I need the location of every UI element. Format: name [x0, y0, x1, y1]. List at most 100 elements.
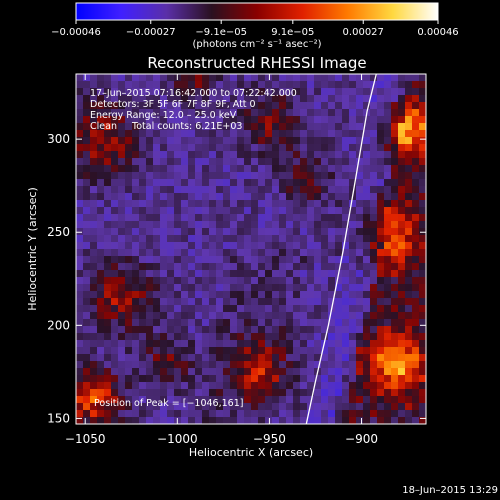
heatmap-cell [181, 214, 189, 222]
heatmap-cell [76, 396, 84, 404]
heatmap-cell [279, 214, 287, 222]
heatmap-cell [83, 179, 91, 187]
heatmap-cell [363, 172, 371, 180]
heatmap-cell [174, 102, 182, 110]
heatmap-cell [118, 186, 126, 194]
heatmap-cell [251, 368, 259, 376]
heatmap-cell [272, 228, 280, 236]
heatmap-cell [160, 417, 168, 424]
heatmap-cell [258, 165, 266, 173]
heatmap-cell [216, 333, 224, 341]
heatmap-cell [146, 116, 154, 124]
heatmap-cell [377, 256, 385, 264]
heatmap-cell [293, 270, 301, 278]
heatmap-cell [209, 221, 217, 229]
heatmap-cell [202, 123, 210, 131]
heatmap-cell [111, 375, 119, 383]
heatmap-cell [300, 109, 308, 117]
heatmap-cell [377, 221, 385, 229]
heatmap-cell [279, 158, 287, 166]
heatmap-cell [139, 326, 147, 334]
heatmap-cell [314, 158, 322, 166]
heatmap-cell [174, 347, 182, 355]
heatmap-cell [398, 298, 406, 306]
heatmap-cell [139, 74, 147, 82]
heatmap-cell [251, 172, 259, 180]
heatmap-cell [237, 270, 245, 278]
heatmap-cell [181, 368, 189, 376]
heatmap-cell [76, 417, 84, 424]
heatmap-cell [349, 179, 357, 187]
heatmap-cell [405, 277, 413, 285]
heatmap-cell [391, 270, 399, 278]
heatmap-cell [307, 95, 315, 103]
heatmap-cell [272, 368, 280, 376]
heatmap-cell [90, 221, 98, 229]
heatmap-cell [188, 375, 196, 383]
heatmap-cell [412, 382, 420, 390]
heatmap-cell [286, 88, 294, 96]
heatmap-cell [405, 137, 413, 145]
heatmap-cell [132, 305, 140, 313]
heatmap-cell [83, 88, 91, 96]
heatmap-cell [188, 109, 196, 117]
heatmap-cell [342, 354, 350, 362]
heatmap-cell [125, 151, 133, 159]
heatmap-cell [391, 326, 399, 334]
heatmap-cell [363, 214, 371, 222]
heatmap-cell [279, 326, 287, 334]
heatmap-cell [258, 123, 266, 131]
heatmap-cell [258, 382, 266, 390]
heatmap-cell [356, 102, 364, 110]
heatmap-cell [153, 207, 161, 215]
heatmap-cell [139, 270, 147, 278]
heatmap-cell [328, 88, 336, 96]
heatmap-cell [125, 207, 133, 215]
heatmap-cell [97, 277, 105, 285]
heatmap-cell [419, 284, 426, 292]
heatmap-cell [265, 172, 273, 180]
heatmap-cell [90, 291, 98, 299]
heatmap-cell [314, 207, 322, 215]
heatmap-cell [146, 389, 154, 397]
heatmap-cell [272, 116, 280, 124]
heatmap-cell [405, 116, 413, 124]
heatmap-cell [209, 417, 217, 424]
heatmap-cell [307, 214, 315, 222]
heatmap-cell [174, 354, 182, 362]
heatmap-cell [97, 130, 105, 138]
heatmap-cell [286, 116, 294, 124]
heatmap-cell [328, 137, 336, 145]
heatmap-cell [167, 298, 175, 306]
heatmap-cell [272, 74, 280, 82]
heatmap-cell [153, 284, 161, 292]
heatmap-cell [405, 319, 413, 327]
heatmap-cell [118, 172, 126, 180]
heatmap-cell [118, 319, 126, 327]
heatmap-cell [342, 410, 350, 418]
heatmap-cell [125, 74, 133, 82]
heatmap-cell [237, 109, 245, 117]
heatmap-cell [160, 214, 168, 222]
heatmap-cell [356, 284, 364, 292]
heatmap-cell [153, 333, 161, 341]
heatmap-cell [153, 403, 161, 411]
heatmap-cell [300, 340, 308, 348]
heatmap-cell [181, 298, 189, 306]
heatmap-cell [97, 123, 105, 131]
heatmap-cell [286, 179, 294, 187]
heatmap-cell [391, 165, 399, 173]
heatmap-cell [349, 151, 357, 159]
heatmap-cell [90, 228, 98, 236]
heatmap-cell [286, 270, 294, 278]
heatmap-cell [398, 179, 406, 187]
heatmap-cell [384, 326, 392, 334]
heatmap-cell [349, 81, 357, 89]
heatmap-cell [90, 249, 98, 257]
heatmap-cell [377, 242, 385, 250]
heatmap-cell [377, 333, 385, 341]
heatmap-cell [307, 158, 315, 166]
heatmap-cell [90, 88, 98, 96]
heatmap-cell [216, 228, 224, 236]
heatmap-cell [300, 347, 308, 355]
